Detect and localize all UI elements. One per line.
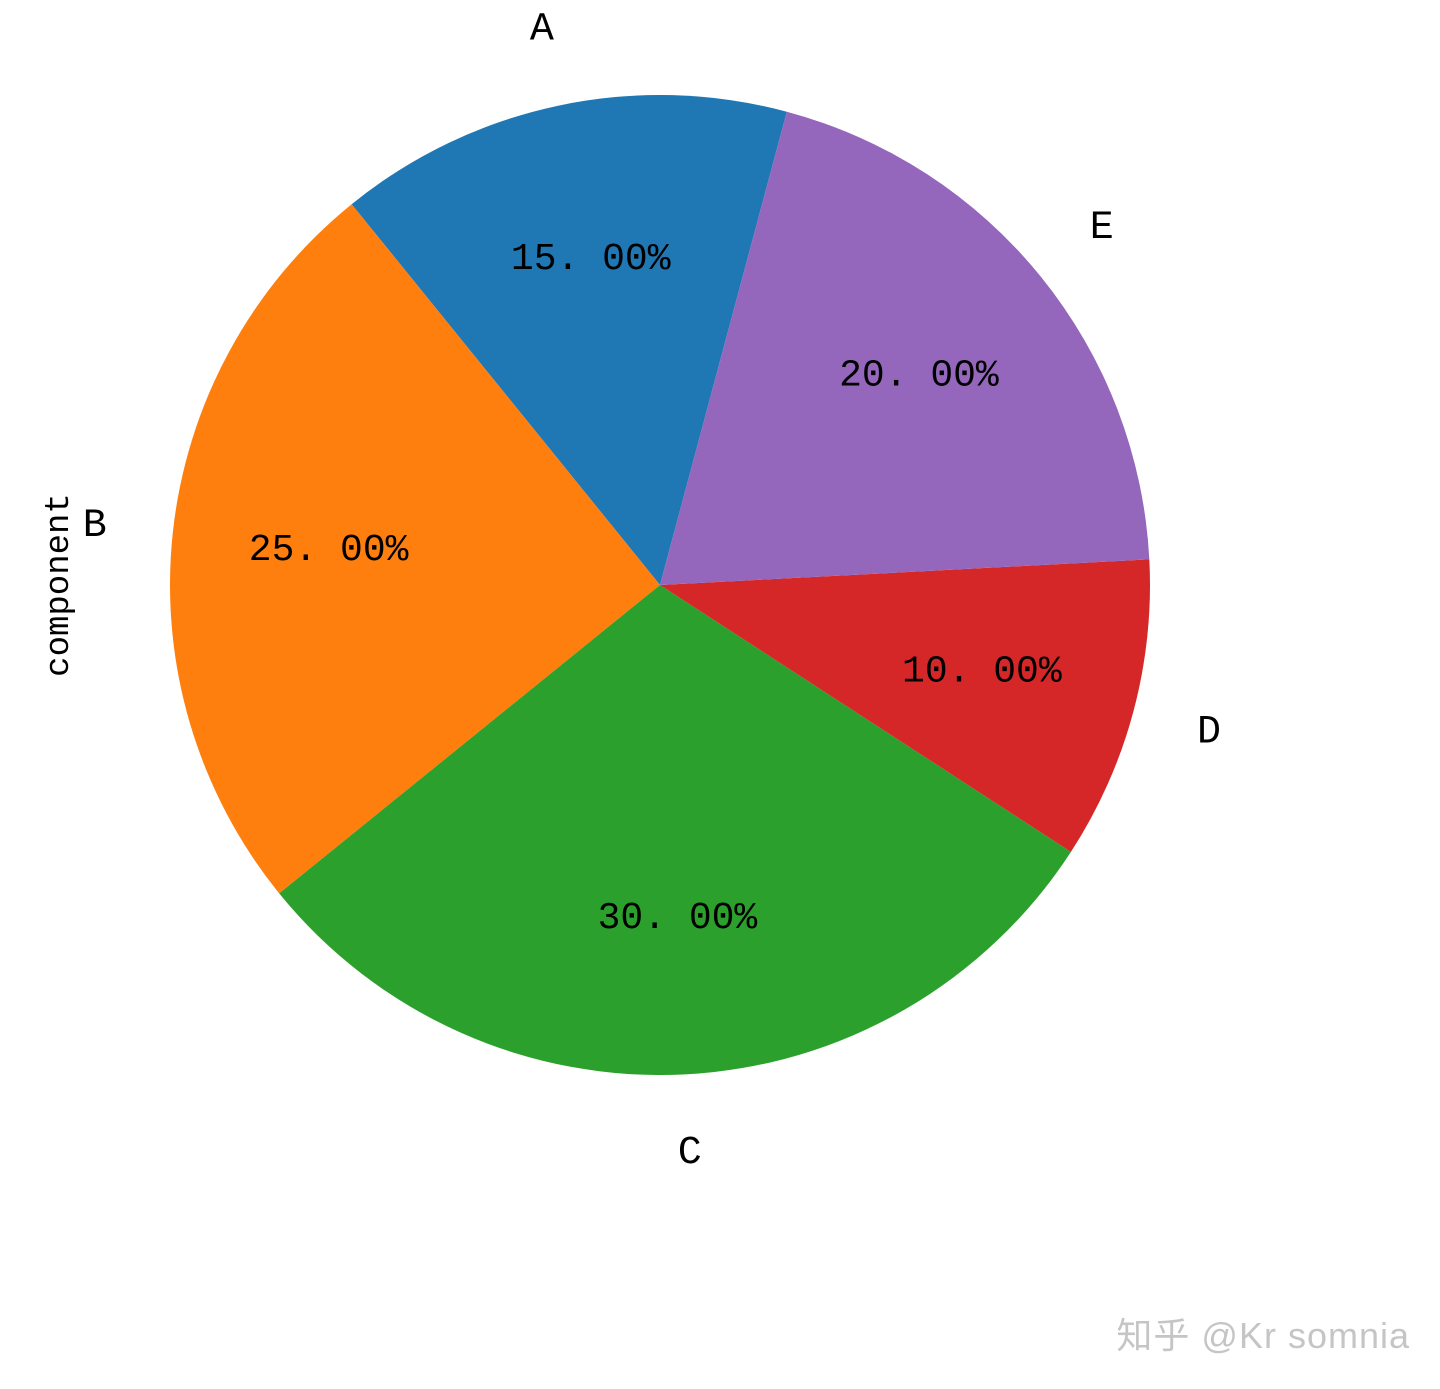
y-axis-label: component [41, 493, 79, 677]
pie-pct-label-d: 10. 00% [902, 650, 1062, 693]
pie-slice-label-b: B [83, 504, 107, 549]
pie-slice-label-a: A [530, 8, 554, 53]
pie-slice-label-e: E [1090, 206, 1114, 251]
pie-chart-svg: 15. 00% A 25. 00% B 30. 00% C 10. 00% D 20. 00% E [0, 0, 1440, 1389]
pie-chart-container: 15. 00% A 25. 00% B 30. 00% C 10. 00% D 20. 00% E… [0, 0, 1440, 1389]
pie-slice-label-d: D [1197, 711, 1221, 756]
pie-pct-label-a: 15. 00% [511, 238, 671, 281]
watermark-text: 知乎 @Kr somnia [1116, 1307, 1410, 1359]
pie-pct-label-b: 25. 00% [249, 529, 409, 572]
pie-slice-label-c: C [678, 1131, 702, 1176]
pie-pct-label-c: 30. 00% [598, 897, 758, 940]
pie-pct-label-e: 20. 00% [839, 354, 999, 397]
